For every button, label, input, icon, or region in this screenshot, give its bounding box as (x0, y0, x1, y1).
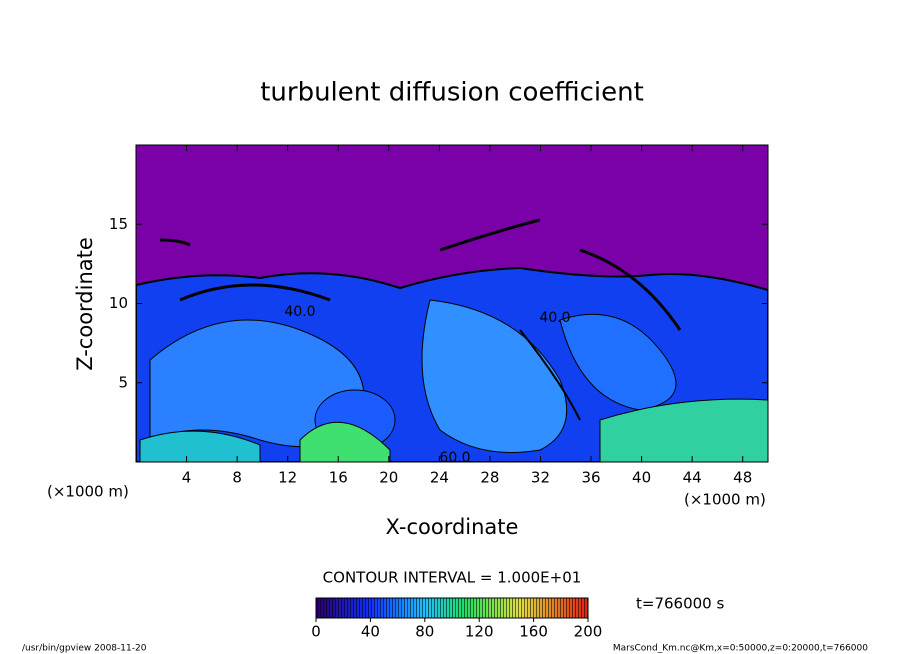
contour-label: 60.0 (439, 450, 470, 466)
y-axis-label: Z-coordinate (73, 237, 97, 371)
footer-right: MarsCond_Km.nc@Km,x=0:50000,z=0:20000,t=… (613, 644, 868, 654)
colorbar-tick-label: 80 (415, 623, 434, 641)
contour-line (159, 238, 191, 247)
x-axis-label: X-coordinate (386, 515, 519, 539)
contour-line (179, 283, 331, 302)
contour-label: 40.0 (539, 310, 570, 326)
contour-label: 40.0 (284, 304, 315, 320)
x-tick-label: 8 (232, 469, 242, 487)
x-tick-label: 4 (182, 469, 192, 487)
x-tick-label: 36 (581, 469, 600, 487)
x-tick-label: 16 (329, 469, 348, 487)
field (136, 145, 768, 462)
colorbar-tick-label: 40 (361, 623, 380, 641)
x-tick-label: 28 (480, 469, 499, 487)
footer-left: /usr/bin/gpview 2008-11-20 (22, 644, 147, 654)
x-tick-label: 12 (278, 469, 297, 487)
x-unit-label: (×1000 m) (684, 491, 766, 509)
eddy (421, 299, 568, 453)
eddy (139, 430, 261, 462)
contour-line (579, 248, 682, 331)
colorbar-stripes (316, 598, 588, 618)
eddy (299, 421, 391, 462)
y-tick-label: 10 (109, 294, 128, 312)
y-tick-label: 15 (109, 215, 128, 233)
x-tick-label: 48 (733, 469, 752, 487)
x-tick-label: 40 (632, 469, 651, 487)
x-tick-label: 20 (379, 469, 398, 487)
y-unit-label: (×1000 m) (47, 483, 129, 501)
colorbar-tick-label: 0 (311, 623, 321, 641)
y-tick-label: 5 (118, 373, 128, 391)
x-tick-label: 44 (683, 469, 702, 487)
x-tick-label: 24 (430, 469, 449, 487)
contour-interval: CONTOUR INTERVAL = 1.000E+01 (323, 569, 582, 587)
x-tick-label: 32 (531, 469, 550, 487)
chart-title: turbulent diffusion coefficient (260, 78, 644, 108)
colorbar-tick-label: 160 (519, 623, 548, 641)
time-label: t=766000 s (636, 595, 724, 613)
contour-line (519, 329, 581, 421)
colorbar-tick-label: 200 (574, 623, 603, 641)
colorbar-tick-label: 120 (465, 623, 494, 641)
eddy (559, 313, 677, 411)
contour-line (439, 218, 541, 252)
colorbar-frame (315, 597, 589, 619)
